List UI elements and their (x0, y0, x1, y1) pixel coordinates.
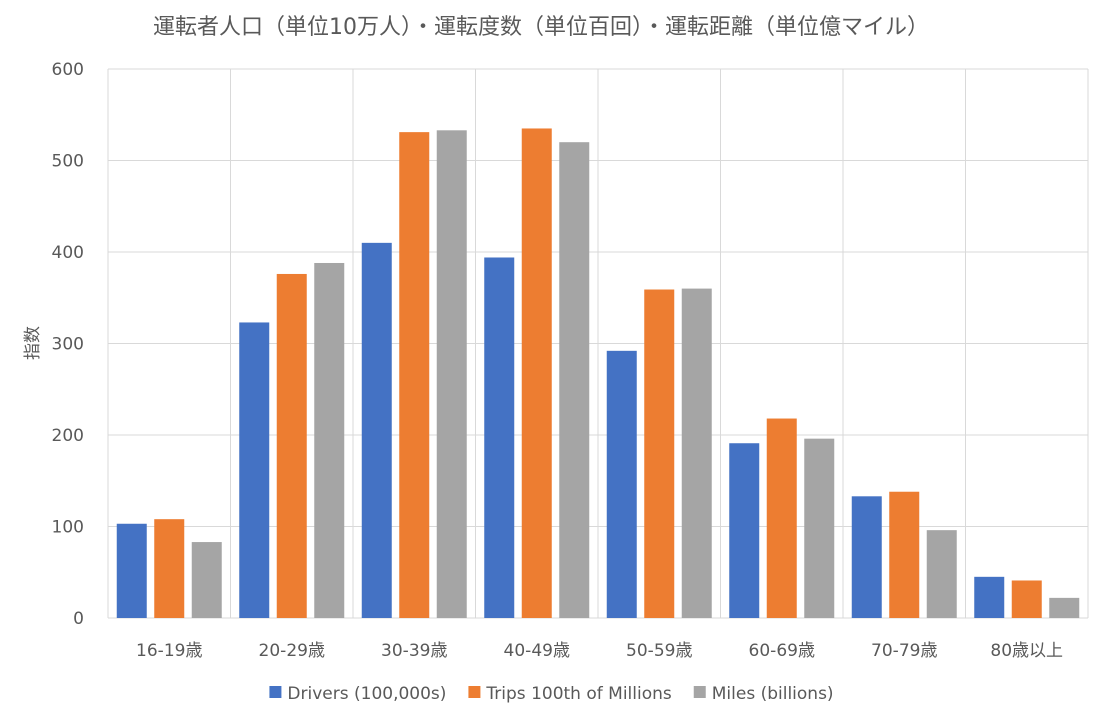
x-tick-label: 50-59歳 (626, 641, 692, 661)
bar (1049, 597, 1080, 618)
legend-item[interactable]: Drivers (100,000s) (269, 684, 446, 704)
bar (926, 530, 957, 618)
bar (484, 257, 515, 618)
bar (681, 288, 712, 618)
y-tick-label: 0 (73, 609, 84, 629)
bar (239, 322, 270, 618)
bar (766, 418, 797, 618)
chart-title: 運転者人口（単位10万人）・運転度数（単位百回）・運転距離（単位億マイル） (153, 15, 929, 40)
bar (191, 542, 222, 618)
y-tick-label: 200 (52, 426, 84, 446)
legend-label: Miles (billions) (712, 684, 834, 704)
legend[interactable]: Drivers (100,000s) Trips 100th of Million… (269, 684, 834, 704)
bar (436, 130, 467, 618)
legend-item[interactable]: Miles (billions) (693, 684, 834, 704)
legend-swatch (693, 686, 706, 698)
bar (1011, 580, 1042, 618)
x-tick-label: 40-49歳 (504, 641, 570, 661)
bar (889, 491, 920, 618)
x-tick-label: 30-39歳 (381, 641, 447, 661)
bar (154, 519, 185, 618)
y-tick-label: 100 (52, 518, 84, 538)
bar (276, 273, 307, 618)
legend-label: Drivers (100,000s) (287, 684, 446, 704)
bar (361, 242, 392, 618)
bar (729, 443, 760, 618)
y-tick-label: 500 (52, 152, 84, 172)
bar (116, 523, 147, 618)
y-tick-label: 300 (52, 335, 84, 355)
bars (116, 128, 1080, 618)
legend-swatch (468, 686, 481, 698)
bar (559, 142, 590, 618)
x-tick-label: 80歳以上 (990, 641, 1063, 661)
gridlines (107, 68, 1089, 619)
y-tick-label: 600 (52, 60, 84, 80)
legend-swatch (269, 686, 282, 698)
bar (851, 496, 882, 618)
y-tick-label: 400 (52, 243, 84, 263)
bar (314, 262, 345, 618)
x-tick-label: 60-69歳 (749, 641, 815, 661)
bar (644, 289, 675, 618)
y-tick-labels: 0 100 200 300 400 500 600 (52, 60, 84, 629)
x-tick-labels: 16-19歳 20-29歳 30-39歳 40-49歳 50-59歳 60-69歳 70-7… (136, 641, 1063, 661)
x-tick-label: 20-29歳 (259, 641, 325, 661)
bar (804, 438, 835, 618)
y-axis-label: 指数 (23, 326, 43, 360)
bar (521, 128, 552, 618)
legend-item[interactable]: Trips 100th of Millions (468, 684, 672, 704)
x-tick-label: 16-19歳 (136, 641, 202, 661)
bar (974, 576, 1005, 618)
x-tick-label: 70-79歳 (871, 641, 937, 661)
bar (399, 132, 430, 618)
legend-label: Trips 100th of Millions (485, 684, 671, 704)
bar (606, 350, 637, 618)
